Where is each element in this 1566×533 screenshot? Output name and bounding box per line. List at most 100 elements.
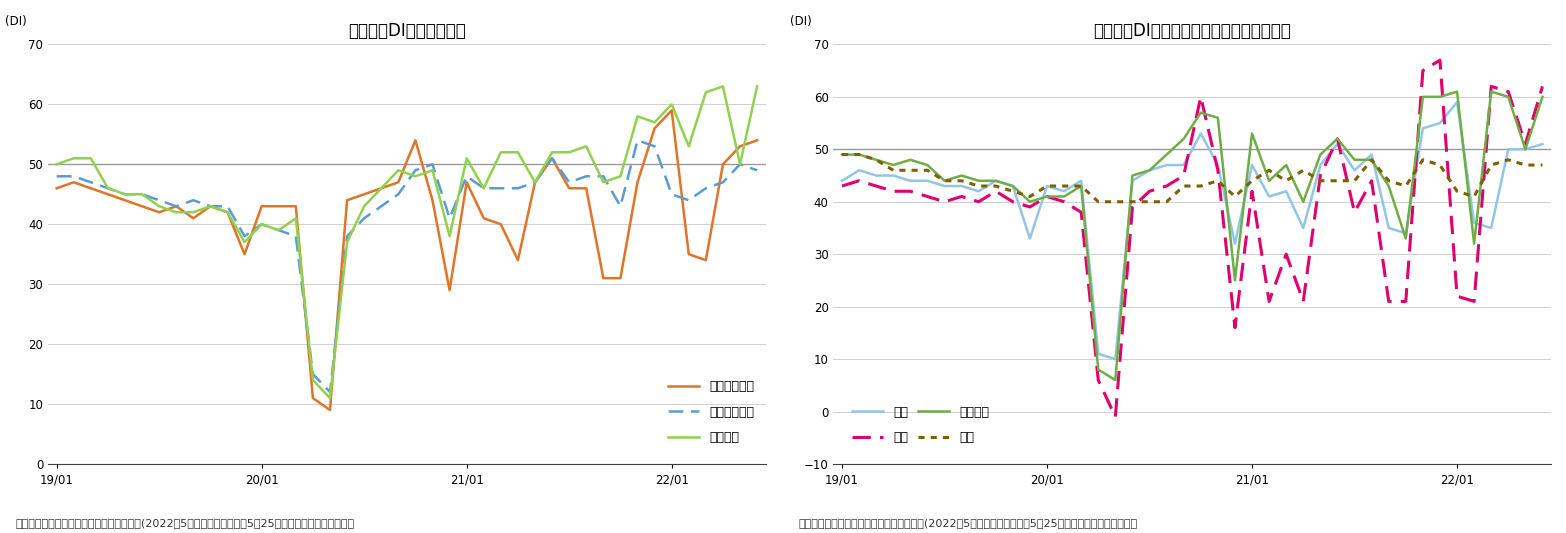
サービス (1276, 162, 1295, 168)
Legend: 小売, 飲食, サービス, 住宅: 小売, 飲食, サービス, 住宅 (847, 401, 994, 449)
小売 (1311, 162, 1330, 168)
家計動向関連 (680, 251, 698, 257)
住宅 (1038, 183, 1057, 189)
雇用関連 (47, 161, 66, 167)
飲食 (1071, 209, 1090, 215)
家計動向関連 (81, 185, 100, 191)
家計動向関連 (697, 257, 716, 263)
サービス (1004, 183, 1023, 189)
住宅 (1516, 162, 1535, 168)
住宅 (1397, 183, 1416, 189)
小売 (1328, 141, 1347, 147)
Line: 飲食: 飲食 (843, 60, 1543, 417)
家計動向関連 (304, 395, 323, 401)
住宅 (1004, 188, 1023, 195)
小売 (1021, 235, 1040, 241)
雇用関連 (338, 239, 357, 245)
雇用関連 (355, 203, 374, 209)
住宅 (1345, 177, 1364, 184)
企業動向関連 (576, 173, 595, 180)
住宅 (1276, 177, 1295, 184)
Line: 家計動向関連: 家計動向関連 (56, 110, 756, 410)
サービス (1481, 88, 1500, 95)
住宅 (1106, 199, 1124, 205)
飲食 (1123, 204, 1142, 210)
サービス (1464, 240, 1483, 247)
小売 (900, 177, 919, 184)
飲食 (1226, 325, 1245, 331)
小売 (935, 183, 954, 189)
家計動向関連 (559, 185, 578, 191)
家計動向関連 (355, 191, 374, 197)
サービス (1157, 151, 1176, 158)
小売 (1276, 188, 1295, 195)
企業動向関連 (200, 203, 219, 209)
企業動向関連 (218, 203, 236, 209)
飲食 (1140, 188, 1159, 195)
住宅 (1447, 188, 1466, 195)
雇用関連 (99, 185, 117, 191)
飲食 (1311, 172, 1330, 179)
雇用関連 (662, 101, 681, 108)
小売 (1209, 162, 1228, 168)
雇用関連 (116, 191, 135, 197)
飲食 (1464, 298, 1483, 304)
家計動向関連 (133, 203, 152, 209)
企業動向関連 (662, 191, 681, 197)
飲食 (866, 183, 885, 189)
雇用関連 (269, 227, 288, 233)
Title: 現状判断DI（家計動向関連）の内訳の推移: 現状判断DI（家計動向関連）の内訳の推移 (1093, 22, 1290, 40)
家計動向関連 (628, 179, 647, 185)
企業動向関連 (697, 185, 716, 191)
企業動向関連 (304, 371, 323, 377)
家計動向関連 (526, 179, 545, 185)
企業動向関連 (47, 173, 66, 180)
小売 (1140, 167, 1159, 173)
家計動向関連 (47, 185, 66, 191)
家計動向関連 (594, 275, 612, 281)
飲食 (1209, 167, 1228, 173)
企業動向関連 (235, 233, 254, 239)
小売 (850, 167, 869, 173)
サービス (987, 177, 1005, 184)
企業動向関連 (252, 221, 271, 228)
住宅 (1140, 199, 1159, 205)
サービス (1106, 377, 1124, 383)
サービス (1071, 183, 1090, 189)
サービス (1243, 131, 1262, 137)
飲食 (1106, 414, 1124, 420)
企業動向関連 (269, 227, 288, 233)
雇用関連 (645, 119, 664, 126)
雇用関連 (133, 191, 152, 197)
サービス (969, 177, 988, 184)
企業動向関連 (628, 137, 647, 143)
Line: 雇用関連: 雇用関連 (56, 86, 756, 398)
サービス (1021, 199, 1040, 205)
小売 (1088, 351, 1107, 357)
サービス (1038, 193, 1057, 200)
雇用関連 (200, 203, 219, 209)
小売 (1516, 146, 1535, 152)
雇用関連 (697, 89, 716, 95)
サービス (833, 151, 852, 158)
企業動向関連 (680, 197, 698, 204)
小売 (1294, 225, 1312, 231)
家計動向関連 (576, 185, 595, 191)
小売 (1071, 177, 1090, 184)
飲食 (1499, 88, 1517, 95)
飲食 (1345, 209, 1364, 215)
サービス (935, 177, 954, 184)
家計動向関連 (662, 107, 681, 114)
小売 (1481, 225, 1500, 231)
家計動向関連 (200, 203, 219, 209)
住宅 (987, 183, 1005, 189)
雇用関連 (457, 155, 476, 161)
雇用関連 (492, 149, 511, 156)
小売 (1362, 151, 1381, 158)
サービス (1055, 193, 1074, 200)
企業動向関連 (559, 179, 578, 185)
住宅 (1481, 162, 1500, 168)
家計動向関連 (714, 161, 733, 167)
雇用関連 (611, 173, 630, 180)
住宅 (1071, 183, 1090, 189)
